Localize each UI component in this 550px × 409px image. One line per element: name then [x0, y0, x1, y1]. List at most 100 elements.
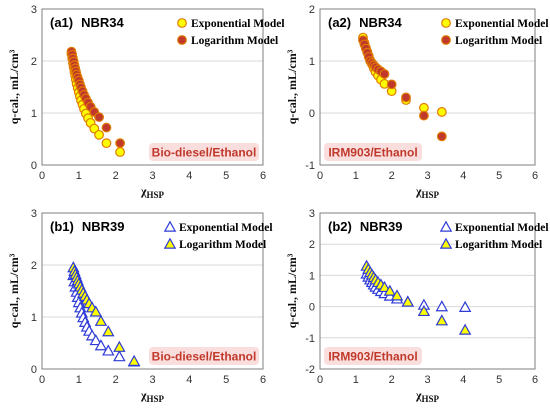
legend-marker — [177, 18, 187, 28]
data-point — [386, 79, 397, 90]
y-tick-label: 0 — [309, 108, 315, 120]
plot-frame — [41, 212, 264, 370]
panel-name: NBR34 — [81, 15, 124, 30]
panel-title: (a1) NBR34 — [50, 15, 125, 30]
annotation-label: IRM903/Ethanol — [328, 146, 417, 160]
x-axis-title-sub: HSP — [147, 394, 165, 404]
series-logarithm — [360, 259, 472, 335]
y-tick-label: 2 — [31, 56, 37, 68]
x-tick-label: 4 — [460, 374, 466, 386]
panel-name: NBR39 — [82, 219, 125, 234]
x-tick-label: 1 — [353, 170, 359, 182]
annotation-background — [149, 347, 259, 365]
plot-frame — [319, 212, 536, 370]
data-point — [458, 300, 472, 312]
data-point — [113, 350, 126, 362]
y-tick-label: 2 — [309, 4, 315, 16]
x-axis-title-main: χ — [140, 184, 147, 198]
y-axis-title: q-cal., mL/cm³ — [7, 49, 21, 124]
y-axis-title: q-cal., mL/cm³ — [285, 253, 299, 328]
y-tick-label: -1 — [305, 160, 315, 172]
x-tick-label: 2 — [389, 170, 395, 182]
data-point — [94, 314, 108, 326]
annotation-background — [324, 347, 422, 365]
x-tick-label: 1 — [353, 374, 359, 386]
legend-label: Exponential Model — [455, 222, 549, 234]
data-point — [94, 112, 104, 123]
data-point — [89, 305, 102, 317]
legend-marker — [439, 220, 453, 232]
x-tick-label: 4 — [460, 170, 466, 182]
data-point — [102, 344, 115, 356]
x-tick-label: 0 — [39, 374, 45, 386]
x-tick-label: 4 — [186, 374, 192, 386]
x-tick-label: 6 — [532, 170, 538, 182]
y-tick-label: 2 — [309, 239, 315, 251]
y-tick-label: 0 — [309, 302, 315, 314]
data-point — [401, 295, 415, 307]
legend-label: Logarithm Model — [179, 239, 266, 251]
data-point — [435, 314, 449, 326]
panel-title: (b1) NBR39 — [50, 219, 124, 234]
panel-label: (b2) — [328, 219, 352, 234]
data-point — [419, 110, 429, 121]
x-tick-label: 3 — [424, 170, 430, 182]
data-point — [102, 325, 115, 337]
x-tick-label: 5 — [223, 170, 229, 182]
x-axis-title-sub: HSP — [147, 190, 165, 200]
data-point — [401, 92, 411, 103]
data-point — [115, 138, 125, 149]
y-axis-title: q-cal., mL/cm³ — [285, 49, 299, 124]
data-point — [383, 284, 397, 296]
x-tick-label: 3 — [149, 374, 155, 386]
y-tick-label: 0 — [31, 364, 37, 376]
x-tick-label: 0 — [39, 170, 45, 182]
data-point — [436, 131, 447, 142]
panel-label: (a2) — [328, 15, 351, 30]
y-tick-label: 1 — [31, 312, 37, 324]
legend-label: Logarithm Model — [455, 239, 542, 251]
legend-marker — [439, 237, 453, 249]
data-point — [113, 340, 126, 352]
legend-label: Exponential Model — [455, 18, 549, 30]
legend-marker — [163, 220, 177, 232]
data-point — [89, 333, 102, 346]
series-logarithm — [358, 35, 447, 142]
data-point — [435, 300, 449, 312]
annotation-label: IRM903/Ethanol — [328, 350, 417, 364]
x-tick-label: 4 — [186, 170, 192, 182]
y-tick-label: 1 — [31, 108, 37, 120]
plot-frame — [319, 8, 536, 166]
y-tick-label: 3 — [31, 208, 37, 220]
data-point — [390, 289, 404, 301]
x-axis-title: χHSP — [140, 388, 165, 404]
annotation-background — [324, 143, 422, 161]
x-axis-title-sub: HSP — [422, 394, 440, 404]
data-point — [101, 138, 112, 149]
panel-title: (a2) NBR34 — [328, 15, 403, 30]
y-tick-label: 0 — [31, 160, 37, 172]
x-tick-label: 5 — [223, 374, 229, 386]
series-exponential — [358, 32, 447, 117]
series-logarithm — [67, 261, 141, 366]
data-point — [94, 129, 104, 140]
x-tick-label: 1 — [76, 170, 82, 182]
series-logarithm — [66, 46, 125, 149]
x-axis-title-sub: HSP — [422, 190, 440, 200]
data-point — [115, 147, 125, 157]
y-tick-label: 3 — [309, 208, 315, 220]
legend-marker — [441, 18, 451, 28]
x-tick-label: 2 — [113, 374, 119, 386]
annotation-label: Bio-diesel/Ethanol — [152, 350, 257, 364]
panel-title: (b2) NBR39 — [328, 219, 402, 234]
x-tick-label: 5 — [496, 170, 502, 182]
legend-marker — [441, 35, 451, 45]
x-axis-title-main: χ — [415, 388, 422, 402]
x-tick-label: 6 — [532, 374, 538, 386]
panel-name: NBR39 — [360, 219, 403, 234]
x-axis-title-main: χ — [140, 388, 147, 402]
x-axis-title: χHSP — [415, 388, 440, 404]
y-tick-label: 1 — [309, 270, 315, 282]
